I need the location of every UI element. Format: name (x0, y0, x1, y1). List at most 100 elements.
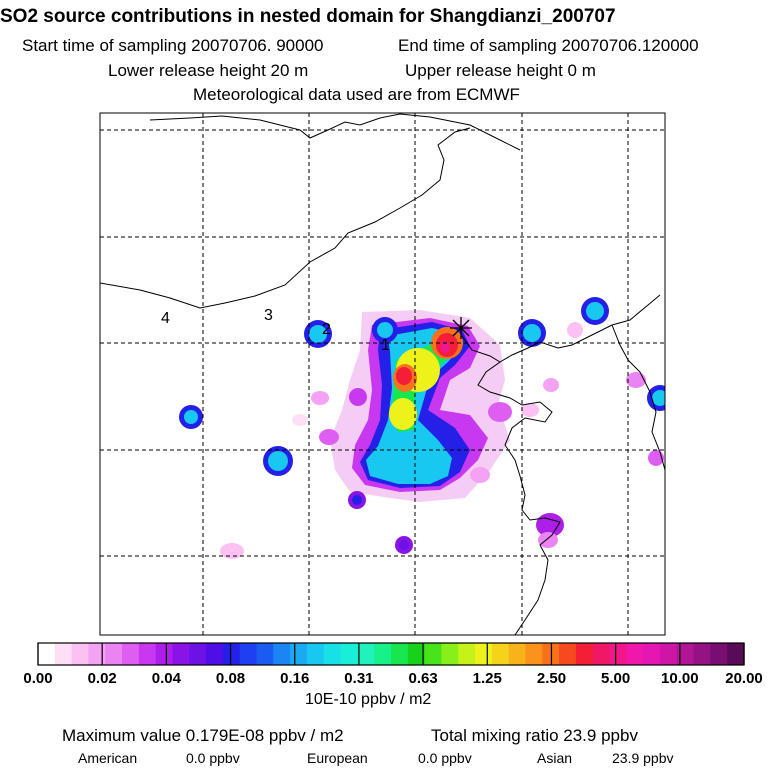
colorbar-swatch (458, 643, 476, 665)
european-value: 0.0 ppbv (418, 750, 472, 766)
total-mixing-ratio-label: Total mixing ratio 23.9 ppbv (431, 726, 638, 745)
border-northeast (149, 113, 521, 151)
colorbar-swatch (727, 643, 745, 665)
colorbar-unit-label: 10E-10 ppbv / m2 (305, 691, 432, 708)
hotspot-faint (220, 543, 244, 559)
hotspot-faint (626, 372, 646, 388)
upper-release-label: Upper release height 0 m (405, 61, 596, 80)
colorbar-swatch (323, 643, 342, 665)
colorbar-swatch (122, 643, 140, 665)
colorbar-swatch (290, 643, 308, 665)
receptor-marker-icon (450, 317, 472, 339)
hotspot-faint (311, 391, 329, 405)
hotspot-faint (470, 467, 490, 483)
colorbar-swatch (239, 643, 258, 665)
colorbar-swatch (105, 643, 123, 665)
colorbar-tick-label: 5.00 (601, 670, 631, 687)
colorbar-swatch (273, 643, 291, 665)
field-yellow-2 (389, 398, 417, 430)
hotspot-faint (543, 378, 559, 392)
colorbar-swatch (491, 643, 510, 665)
lower-release-label: Lower release height 20 m (108, 61, 309, 80)
colorbar-swatch (424, 643, 443, 665)
colorbar-swatch (189, 643, 207, 665)
colorbar-swatch (559, 643, 577, 665)
colorbar-swatch (374, 643, 392, 665)
hotspot-faint (536, 513, 564, 537)
european-label: European (307, 750, 368, 766)
colorbar-tick-label: 1.25 (472, 670, 502, 687)
hotspot (395, 536, 413, 554)
colorbar-swatch (38, 643, 56, 665)
colorbar-tick-label: 0.00 (23, 670, 53, 687)
colorbar (38, 643, 745, 665)
colorbar-swatch (508, 643, 527, 665)
colorbar-swatch (155, 643, 174, 665)
colorbar-swatch (54, 643, 73, 665)
colorbar-tick-marks (37, 643, 745, 665)
field-peak (440, 341, 450, 353)
colorbar-swatch (407, 643, 426, 665)
colorbar-swatch (71, 643, 90, 665)
region-labels: 1 2 3 4 (161, 307, 390, 354)
colorbar-swatch (693, 643, 711, 665)
hotspot (372, 317, 398, 343)
colorbar-tick-label: 2.50 (536, 670, 567, 687)
colorbar-swatch (676, 643, 695, 665)
region-label-4: 4 (161, 310, 170, 327)
colorbar-swatch (88, 643, 106, 665)
hotspot-faint (319, 429, 339, 445)
colorbar-swatch (525, 643, 543, 665)
colorbar-swatch (306, 643, 325, 665)
hotspot-faint (538, 532, 558, 548)
coast-korea (611, 324, 665, 471)
field-red-2 (396, 367, 412, 385)
colorbar-swatch (609, 643, 627, 665)
colorbar-swatch (138, 643, 157, 665)
hotspot-faint (349, 388, 367, 406)
end-time-label: End time of sampling 20070706.120000 (398, 36, 699, 55)
american-value: 0.0 ppbv (186, 750, 240, 766)
hotspot-faint (488, 402, 512, 422)
hotspot (647, 385, 665, 411)
colorbar-tick-label: 0.16 (280, 670, 310, 687)
colorbar-swatch (441, 643, 459, 665)
colorbar-swatch (475, 643, 493, 665)
colorbar-tick-label: 10.00 (661, 670, 699, 687)
hotspot (581, 297, 609, 325)
concentration-field (179, 297, 665, 559)
colorbar-swatch (710, 643, 728, 665)
hotspot-faint (567, 322, 583, 338)
region-label-3: 3 (264, 307, 273, 324)
map-gridlines (100, 113, 665, 635)
map-frame (99, 112, 666, 636)
coast-liaodong (499, 294, 661, 363)
hotspot (179, 405, 203, 429)
colorbar-tick-label: 0.04 (151, 670, 181, 687)
colorbar-tick-label: 20.00 (725, 670, 763, 687)
american-label: American (78, 750, 138, 766)
region-label-2: 2 (322, 321, 331, 338)
colorbar-swatch (659, 643, 678, 665)
hotspot (348, 491, 366, 509)
colorbar-tick-label: 0.63 (408, 670, 438, 687)
asian-value: 23.9 ppbv (612, 750, 674, 766)
start-time-label: Start time of sampling 20070706. 90000 (22, 36, 324, 55)
colorbar-swatch (340, 643, 358, 665)
hotspot (263, 446, 293, 476)
colorbar-swatch (643, 643, 661, 665)
hotspot (304, 320, 332, 348)
colorbar-tick-label: 0.08 (215, 670, 246, 687)
colorbar-swatch (256, 643, 274, 665)
hotspot-faint (648, 450, 664, 466)
colorbar-swatch (391, 643, 409, 665)
map-area: 1 2 3 4 (100, 113, 665, 635)
hotspot (518, 319, 546, 347)
colorbar-tick-label: 0.31 (344, 670, 374, 687)
met-data-label: Meteorological data used are from ECMWF (193, 85, 520, 104)
chart-title: SO2 source contributions in nested domai… (0, 6, 616, 27)
maximum-value-label: Maximum value 0.179E-08 ppbv / m2 (62, 726, 344, 745)
hotspot-faint (292, 414, 308, 426)
colorbar-swatch (626, 643, 644, 665)
